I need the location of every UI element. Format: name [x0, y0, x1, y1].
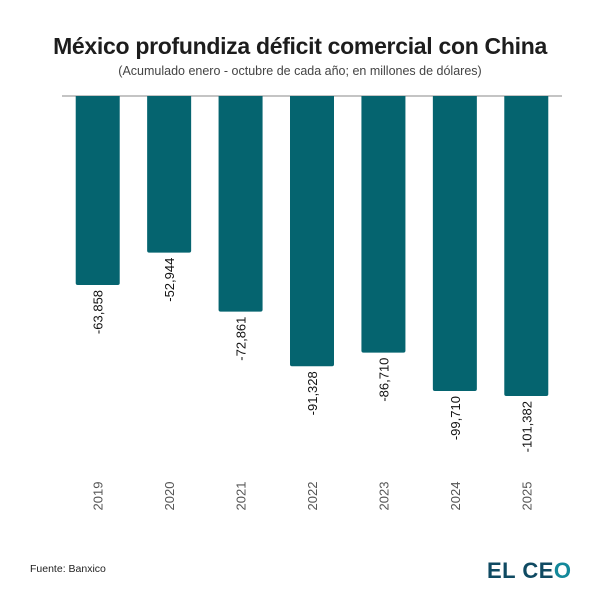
data-label-2021: -72,861: [234, 317, 249, 361]
bar-2022: [290, 96, 334, 367]
data-label-2020: -52,944: [162, 258, 177, 302]
chart-subtitle: (Acumulado enero - octubre de cada año; …: [118, 64, 482, 78]
bar-2021: [218, 96, 263, 312]
x-tick-2021: 2021: [234, 482, 249, 511]
x-tick-2022: 2022: [305, 482, 320, 511]
logo-o: O: [553, 558, 572, 583]
x-tick-2019: 2019: [91, 482, 106, 511]
x-tick-2020: 2020: [162, 482, 177, 511]
x-tick-2023: 2023: [376, 482, 391, 511]
x-tick-2025: 2025: [519, 482, 534, 511]
chart-title: México profundiza déficit comercial con …: [53, 33, 547, 59]
data-label-2024: -99,710: [448, 396, 463, 440]
data-label-2022: -91,328: [305, 371, 320, 415]
el-ceo-logo: EL CEO: [487, 558, 572, 584]
source-note: Fuente: Banxico: [30, 563, 106, 575]
bar-2023: [361, 96, 406, 353]
bar-2024: [432, 96, 477, 392]
bar-2020: [147, 96, 192, 253]
data-label-2025: -101,382: [519, 401, 534, 452]
data-label-2023: -86,710: [376, 358, 391, 402]
logo-text: EL CE: [487, 558, 554, 583]
bar-2019: [75, 96, 120, 285]
x-tick-2024: 2024: [448, 482, 463, 511]
data-label-2019: -63,858: [91, 290, 106, 334]
bar-2025: [504, 96, 549, 396]
